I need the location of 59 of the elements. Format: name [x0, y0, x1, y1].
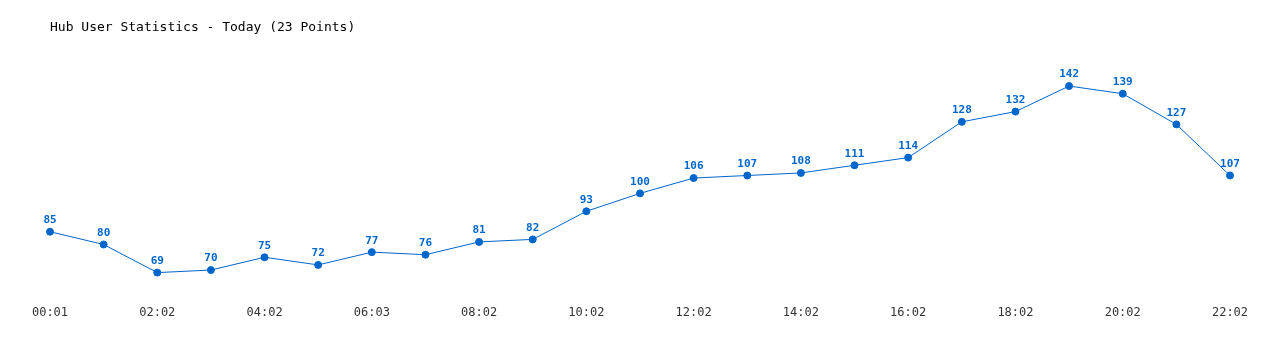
point: [153, 268, 162, 277]
point: [314, 260, 323, 269]
point: [636, 189, 644, 198]
x-tick-label: 04:02: [246, 304, 283, 319]
point: [850, 161, 859, 170]
point: [1065, 82, 1074, 91]
point: [582, 207, 591, 216]
x-tick-label: 12:02: [675, 304, 712, 319]
data-label: 139: [1112, 75, 1133, 89]
point: [1011, 107, 1020, 116]
data-label: 132: [1005, 92, 1026, 106]
point: [904, 153, 913, 162]
data-label: 127: [1166, 105, 1187, 119]
data-label: 107: [737, 156, 758, 170]
point: [99, 240, 108, 249]
point: [367, 248, 376, 257]
x-tick-label: 02:02: [139, 304, 176, 319]
data-label: 100: [630, 174, 650, 188]
point: [206, 266, 215, 275]
point: [1172, 120, 1181, 129]
data-label: 85: [43, 213, 57, 227]
data-label: 69: [150, 253, 164, 267]
data-label: 111: [844, 146, 865, 160]
data-label: 107: [1220, 156, 1240, 170]
point: [743, 171, 752, 180]
x-tick-label: 22:02: [1211, 304, 1249, 319]
x-tick-label: 18:02: [997, 304, 1034, 319]
data-label: 80: [97, 225, 111, 239]
data-label: 106: [683, 159, 704, 173]
x-tick-label: 06:03: [353, 304, 390, 319]
data-label: 77: [365, 233, 379, 247]
x-tick-label: 16:02: [890, 304, 927, 319]
point: [475, 237, 484, 246]
point: [528, 235, 537, 244]
data-label: 81: [472, 223, 487, 237]
point: [1226, 171, 1234, 180]
point: [1118, 89, 1127, 98]
x-tick-label: 14:02: [782, 304, 819, 319]
data-label: 108: [790, 154, 811, 168]
point: [421, 250, 430, 259]
data-label: 75: [257, 238, 272, 252]
point: [260, 253, 269, 262]
data-label: 142: [1059, 67, 1080, 81]
data-label: 114: [898, 138, 919, 152]
data-label: 70: [204, 251, 218, 265]
x-tick-label: 08:02: [461, 304, 498, 319]
chart-title: Hub User Statistics - Today (23 Points): [50, 19, 356, 35]
x-tick-label: 00:01: [31, 304, 69, 319]
data-label: 128: [951, 103, 972, 117]
point: [689, 174, 698, 183]
point: [796, 168, 805, 177]
x-tick-label: 10:02: [568, 304, 605, 319]
data-label: 93: [579, 192, 593, 206]
x-tick-label: 20:02: [1104, 304, 1141, 319]
point: [46, 227, 54, 236]
point: [957, 117, 966, 126]
data-label: 72: [311, 246, 325, 260]
data-label: 82: [526, 220, 540, 234]
data-label: 76: [418, 236, 433, 250]
